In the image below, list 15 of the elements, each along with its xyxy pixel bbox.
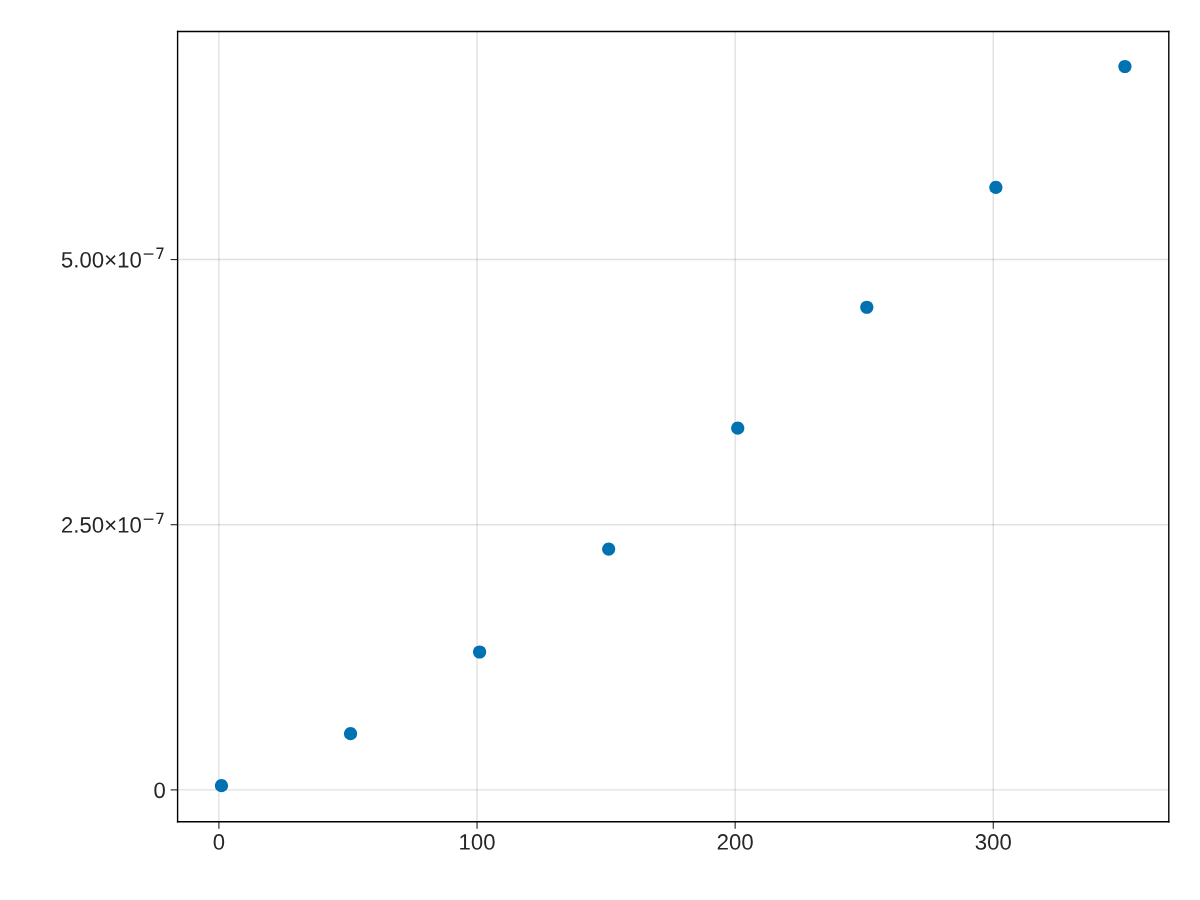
point [989,180,1003,195]
x-tick-label: 0 [213,834,225,850]
point [473,645,487,659]
x-tick-label: 300 [975,834,1011,850]
y-tick-label: 2.50×10$^{−7}$ [62,512,164,533]
y-tick-label: 0 [154,782,165,799]
x-tick-label: 200 [717,834,753,850]
point [860,300,874,314]
point [731,421,745,435]
point [214,779,229,793]
point [1118,59,1132,74]
x-tick-label: 100 [460,834,495,850]
y-tick-label: 5.00×10$^{−7}$ [61,247,164,268]
point [343,727,358,741]
point [602,542,616,556]
